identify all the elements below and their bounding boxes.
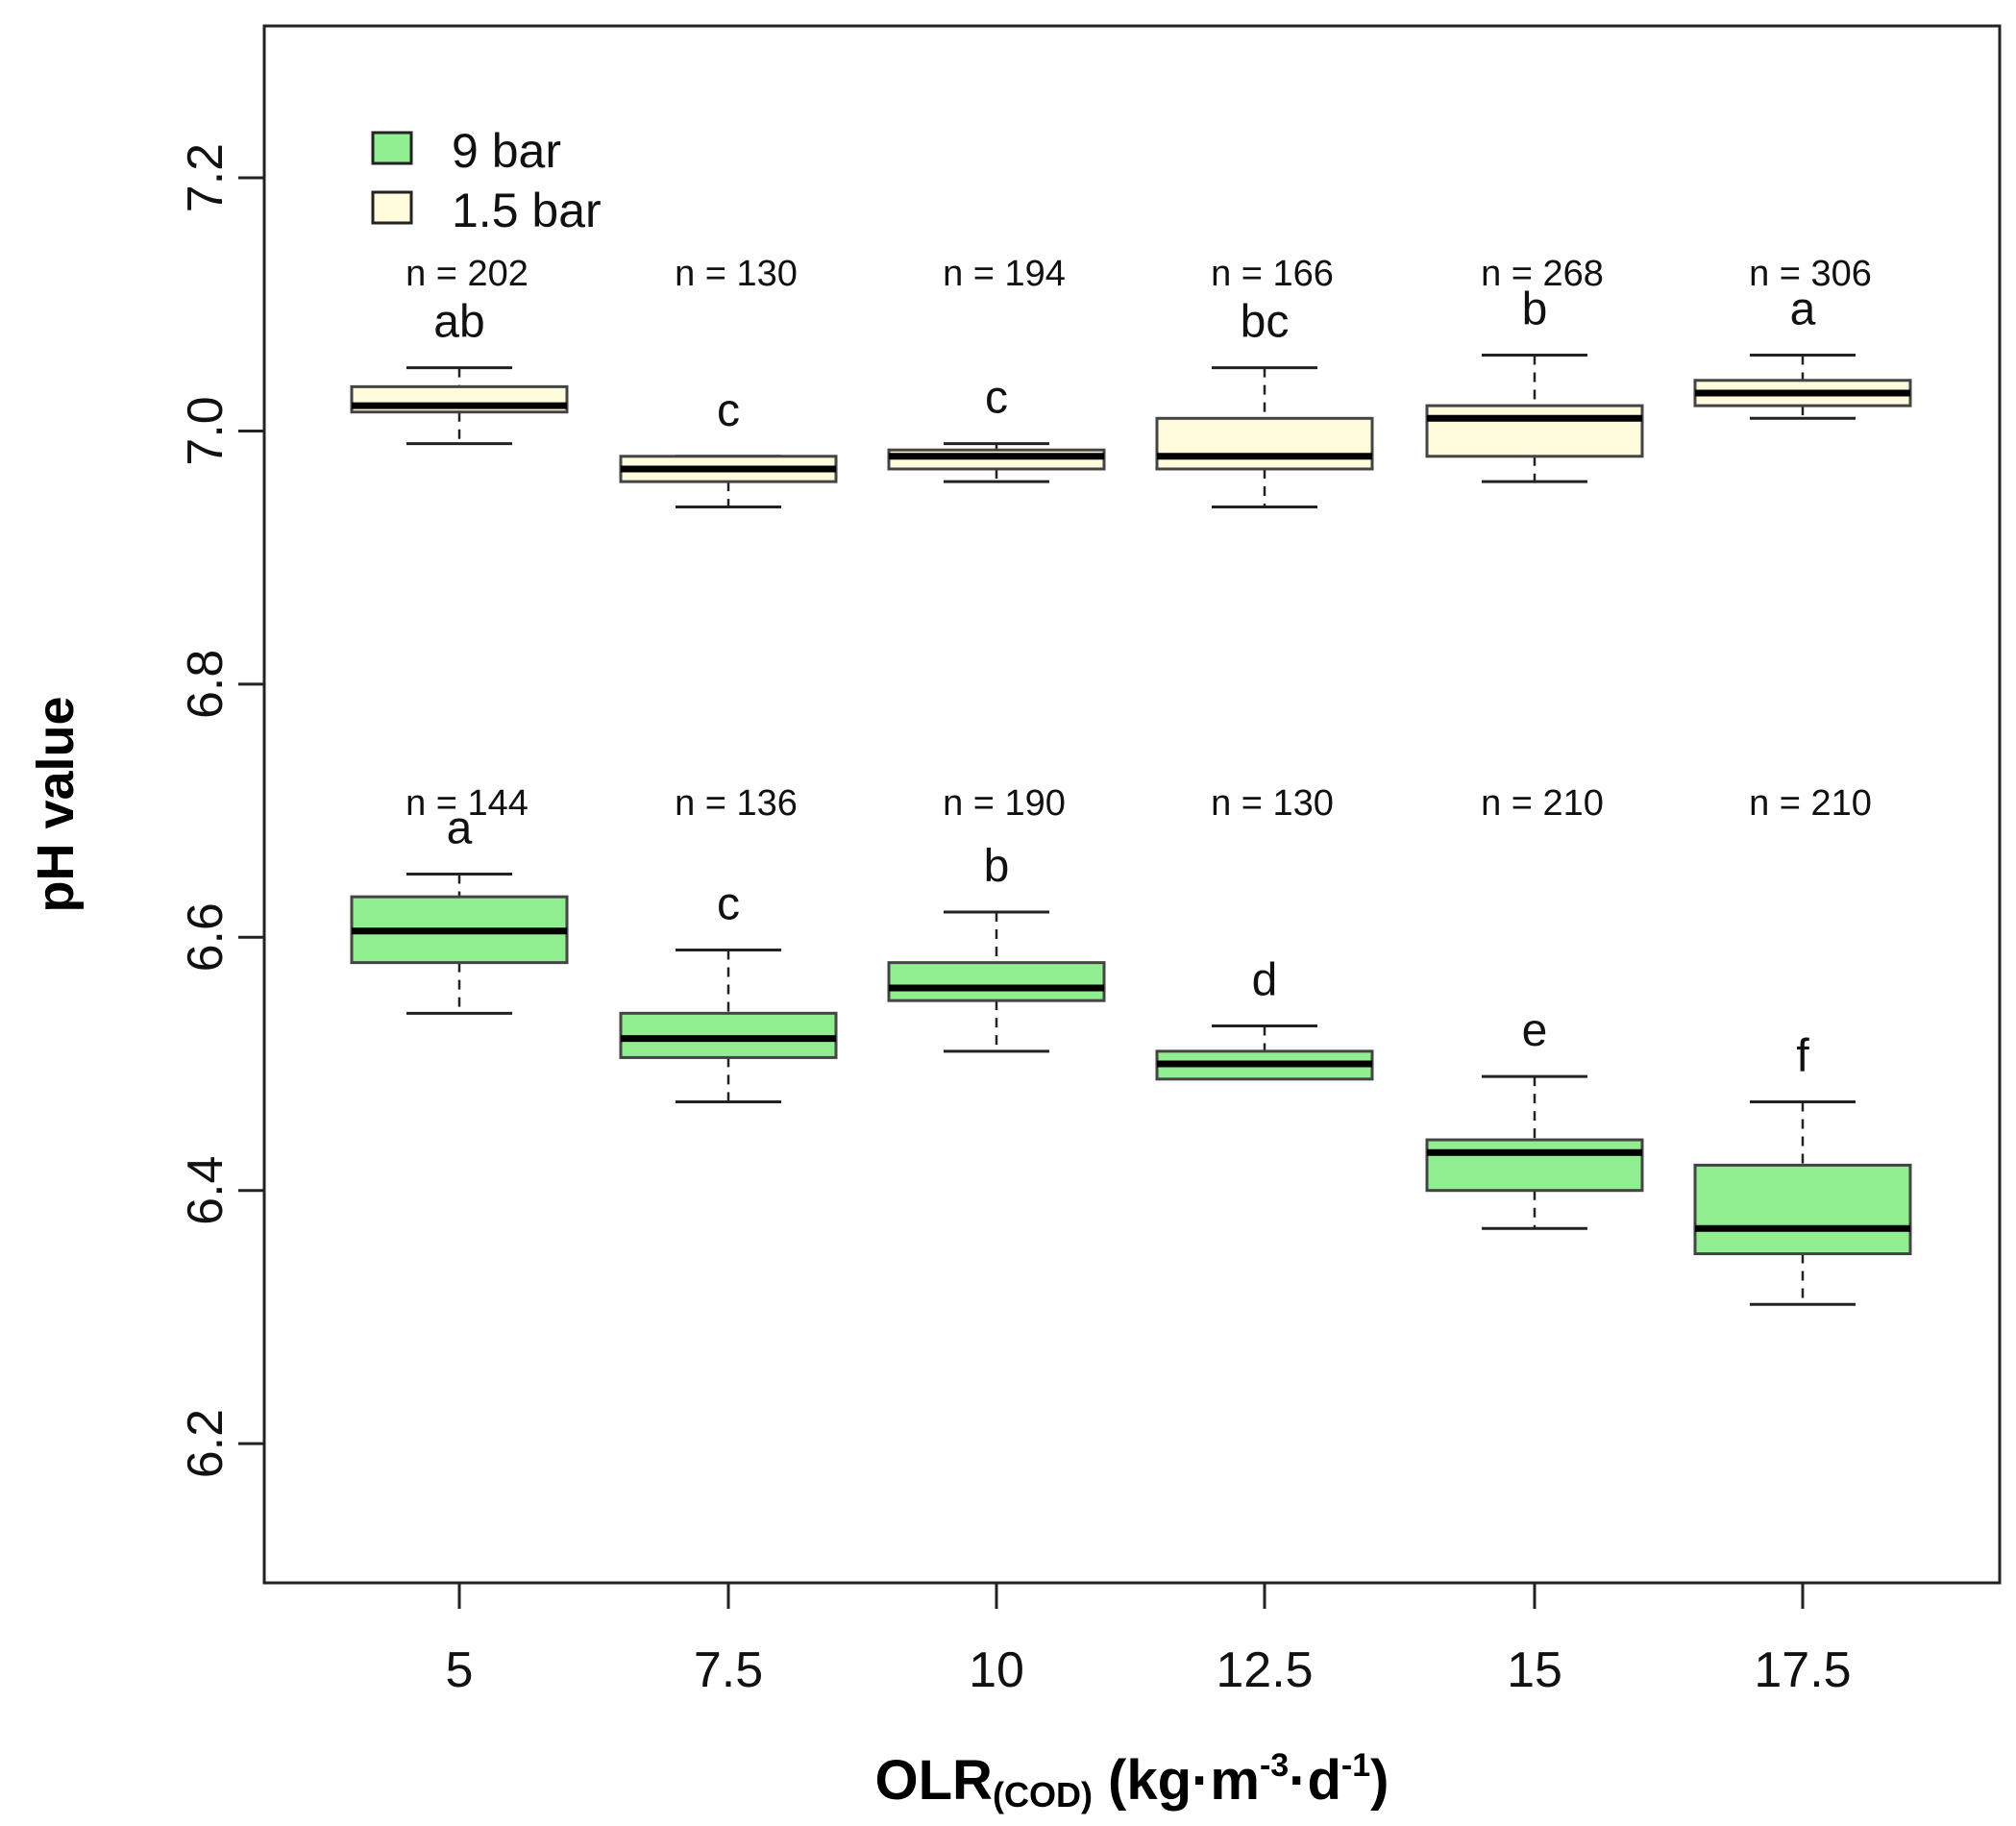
significance-letter: f xyxy=(1796,1031,1809,1082)
x-axis-title: OLR(COD) (kg·m-3·d-1) xyxy=(875,1747,1389,1814)
box-9bar-5 xyxy=(1693,1100,1912,1306)
n-count-label: n = 130 xyxy=(675,254,798,294)
significance-letter: ab xyxy=(433,297,484,348)
box-1-5bar-1 xyxy=(619,455,838,508)
x-axis: 5 7.5 10 12.5 15 17.5 xyxy=(446,1581,1852,1698)
n-count-label: n = 166 xyxy=(1211,254,1334,294)
y-tick-label: 6.8 xyxy=(178,650,234,719)
significance-letter: e xyxy=(1522,1005,1548,1056)
legend-label-9-bar: 9 bar xyxy=(452,124,561,178)
y-tick-label: 6.4 xyxy=(178,1156,234,1225)
x-tick-label: 10 xyxy=(969,1642,1024,1698)
box-9bar-0 xyxy=(350,872,569,1015)
x-axis-title-units-b: ·d xyxy=(1289,1749,1341,1812)
box-1-5bar-3 xyxy=(1155,366,1374,508)
significance-letter: c xyxy=(717,878,740,929)
box-1-5bar-5 xyxy=(1693,353,1912,420)
significance-letter: d xyxy=(1252,954,1278,1005)
significance-letter: c xyxy=(717,385,740,436)
n-count-label: n = 306 xyxy=(1749,254,1872,294)
x-axis-title-subscript: (COD) xyxy=(993,1775,1093,1814)
box-9bar-4 xyxy=(1425,1074,1644,1230)
n-count-label: n = 210 xyxy=(1481,783,1604,824)
y-axis: 6.2 6.4 6.6 6.8 7.0 7.2 xyxy=(178,143,266,1478)
y-axis-title: pH value xyxy=(27,696,85,912)
n-count-label: n = 210 xyxy=(1749,783,1872,824)
x-tick-label: 15 xyxy=(1507,1642,1562,1698)
y-tick-label: 6.6 xyxy=(178,902,234,972)
box-1-5bar-2 xyxy=(887,442,1106,483)
n-count-label: n = 268 xyxy=(1481,254,1604,294)
iqr-box xyxy=(1425,404,1644,458)
x-tick-label: 7.5 xyxy=(694,1642,763,1698)
box-9bar-2 xyxy=(887,910,1106,1053)
x-axis-title-units-a: (kg·m xyxy=(1093,1749,1260,1812)
legend-swatch-1-5-bar xyxy=(371,190,413,225)
x-tick-label: 5 xyxy=(446,1642,474,1698)
n-count-label: n = 194 xyxy=(943,254,1066,294)
significance-letter: c xyxy=(985,373,1008,424)
n-count-label: n = 190 xyxy=(943,783,1066,824)
box-1-5bar-0 xyxy=(350,366,569,446)
n-count-label: n = 136 xyxy=(675,783,798,824)
x-axis-title-exp-1: -3 xyxy=(1260,1747,1289,1784)
iqr-box xyxy=(887,961,1106,1002)
significance-letter: b xyxy=(984,841,1010,892)
x-axis-title-main: OLR xyxy=(875,1749,993,1812)
significance-letter: bc xyxy=(1241,297,1290,348)
significance-letter: b xyxy=(1522,284,1548,334)
box-series xyxy=(350,353,1912,1306)
y-tick-label: 6.2 xyxy=(178,1409,234,1478)
box-9bar-3 xyxy=(1155,1024,1374,1081)
n-count-label: n = 202 xyxy=(406,254,529,294)
significance-letter: a xyxy=(447,802,473,853)
significance-letter: a xyxy=(1790,284,1816,334)
n-count-label: n = 144 xyxy=(406,783,529,824)
x-axis-title-units-c: ) xyxy=(1370,1749,1389,1812)
x-tick-label: 17.5 xyxy=(1754,1642,1851,1698)
legend-swatch-9-bar xyxy=(371,131,413,165)
y-tick-label: 7.0 xyxy=(178,396,234,465)
legend-label-1-5-bar: 1.5 bar xyxy=(452,184,602,237)
iqr-box xyxy=(1693,1163,1912,1256)
box-9bar-1 xyxy=(619,948,838,1104)
n-count-label: n = 130 xyxy=(1211,783,1334,824)
iqr-box xyxy=(1425,1138,1644,1193)
x-tick-label: 12.5 xyxy=(1216,1642,1313,1698)
iqr-box xyxy=(1155,416,1374,471)
x-axis-title-exp-2: -1 xyxy=(1341,1747,1370,1784)
box-1-5bar-4 xyxy=(1425,353,1644,483)
legend: 9 bar 1.5 bar xyxy=(371,124,602,237)
y-tick-label: 7.2 xyxy=(178,143,234,212)
